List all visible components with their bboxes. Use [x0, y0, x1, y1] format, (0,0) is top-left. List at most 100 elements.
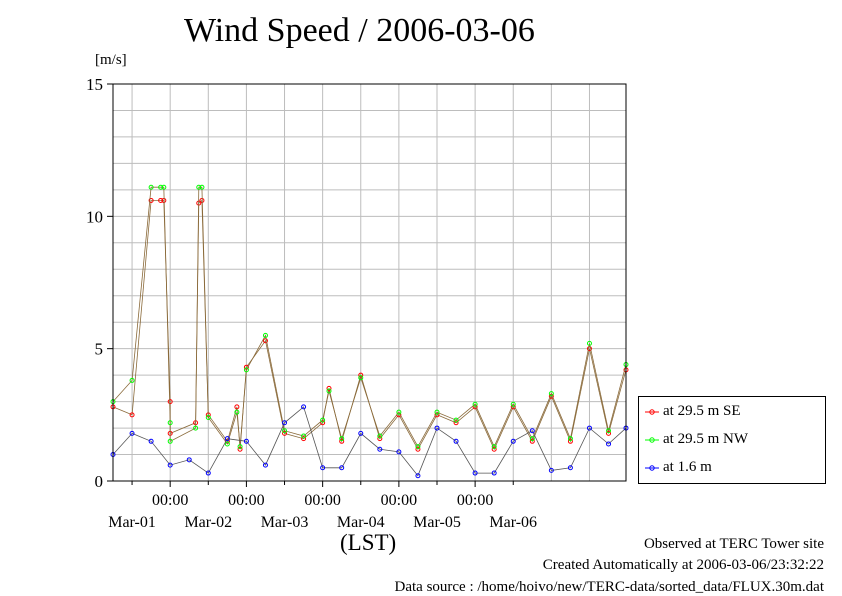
- x-axis-label: (LST): [340, 530, 397, 555]
- data-point: [377, 433, 383, 439]
- footer-observed: Observed at TERC Tower site: [643, 536, 824, 552]
- data-point: [234, 409, 240, 415]
- data-point: [434, 409, 440, 415]
- chart-title: Wind Speed / 2006-03-06: [184, 12, 535, 49]
- x-date-label: Mar-05: [413, 514, 461, 531]
- data-point: [396, 409, 402, 415]
- x-time-label: 00:00: [381, 492, 417, 509]
- data-point: [148, 184, 154, 190]
- plot-frame: [112, 83, 627, 482]
- y-tick-label: 15: [86, 75, 103, 94]
- legend-label-se: at 29.5 m SE: [663, 403, 741, 419]
- y-axis-unit-label: [m/s]: [95, 52, 127, 68]
- data-point: [339, 465, 345, 471]
- series-line-1: [112, 186, 627, 448]
- data-point: [301, 436, 307, 442]
- data-point: [586, 346, 592, 352]
- data-point: [301, 433, 307, 439]
- data-point: [158, 184, 164, 190]
- data-point: [434, 425, 440, 431]
- data-point: [586, 340, 592, 346]
- x-time-label: 00:00: [228, 492, 264, 509]
- data-point: [148, 197, 154, 203]
- data-point: [199, 184, 205, 190]
- data-point: [472, 401, 478, 407]
- data-point: [320, 420, 326, 426]
- grid-lines: [113, 84, 626, 481]
- data-point: [510, 438, 516, 444]
- data-point: [339, 436, 345, 442]
- data-point: [301, 404, 307, 410]
- data-point: [234, 404, 240, 410]
- data-point: [224, 441, 230, 447]
- legend-item-1-6m: at 1.6 m: [639, 457, 825, 479]
- x-date-label: Mar-01: [108, 514, 156, 531]
- data-point: [326, 388, 332, 394]
- data-point: [237, 444, 243, 450]
- data-point: [320, 417, 326, 423]
- data-point: [567, 436, 573, 442]
- x-time-label: 00:00: [457, 492, 493, 509]
- data-point: [186, 457, 192, 463]
- data-point: [167, 438, 173, 444]
- data-point: [243, 438, 249, 444]
- data-point: [453, 417, 459, 423]
- data-point: [415, 444, 421, 450]
- data-point: [320, 465, 326, 471]
- data-point: [491, 470, 497, 476]
- data-point: [167, 399, 173, 405]
- data-point: [548, 391, 554, 397]
- data-point: [161, 184, 167, 190]
- x-time-label: 00:00: [304, 492, 340, 509]
- data-point: [529, 436, 535, 442]
- series-line-2: [112, 406, 627, 477]
- footer-source: Data source : /home/hoivo/new/TERC-data/…: [394, 579, 825, 595]
- data-point: [129, 377, 135, 383]
- data-point: [606, 428, 612, 434]
- x-time-label: 00:00: [152, 492, 188, 509]
- data-point: [282, 420, 288, 426]
- data-point: [205, 470, 211, 476]
- axes-layer: 0 5 10 15 00:00 00:00 00:00 00:00 00:00 Mar-01 Mar…: [86, 75, 627, 531]
- data-point: [606, 430, 612, 436]
- data-point: [158, 197, 164, 203]
- data-point: [491, 444, 497, 450]
- data-point: [358, 375, 364, 381]
- data-point: [196, 184, 202, 190]
- data-point: [472, 470, 478, 476]
- x-date-label: Mar-06: [489, 514, 537, 531]
- data-point: [415, 473, 421, 479]
- x-date-label: Mar-04: [337, 514, 385, 531]
- data-point: [262, 338, 268, 344]
- data-point: [396, 449, 402, 455]
- data-point: [243, 367, 249, 373]
- data-point: [453, 438, 459, 444]
- data-point: [453, 420, 459, 426]
- data-point: [237, 446, 243, 452]
- y-tick-label: 5: [95, 340, 104, 359]
- data-point: [205, 414, 211, 420]
- footer-created: Created Automatically at 2006-03-06/23:3…: [542, 557, 824, 573]
- y-tick-label: 0: [95, 472, 104, 491]
- data-point: [377, 436, 383, 442]
- x-date-label: Mar-02: [184, 514, 232, 531]
- data-point: [567, 465, 573, 471]
- data-point: [193, 425, 199, 431]
- data-point: [282, 430, 288, 436]
- data-point: [510, 401, 516, 407]
- series-layer: [110, 184, 629, 479]
- data-point: [548, 467, 554, 473]
- data-point: [586, 425, 592, 431]
- data-point: [529, 428, 535, 434]
- data-point: [167, 420, 173, 426]
- data-point: [282, 428, 288, 434]
- data-point: [129, 430, 135, 436]
- data-point: [606, 441, 612, 447]
- legend: at 29.5 m SE at 29.5 m NW at 1.6 m: [638, 396, 826, 484]
- data-point: [377, 446, 383, 452]
- series-line-0: [112, 199, 627, 451]
- data-point: [167, 462, 173, 468]
- data-point: [262, 332, 268, 338]
- data-point: [224, 436, 230, 442]
